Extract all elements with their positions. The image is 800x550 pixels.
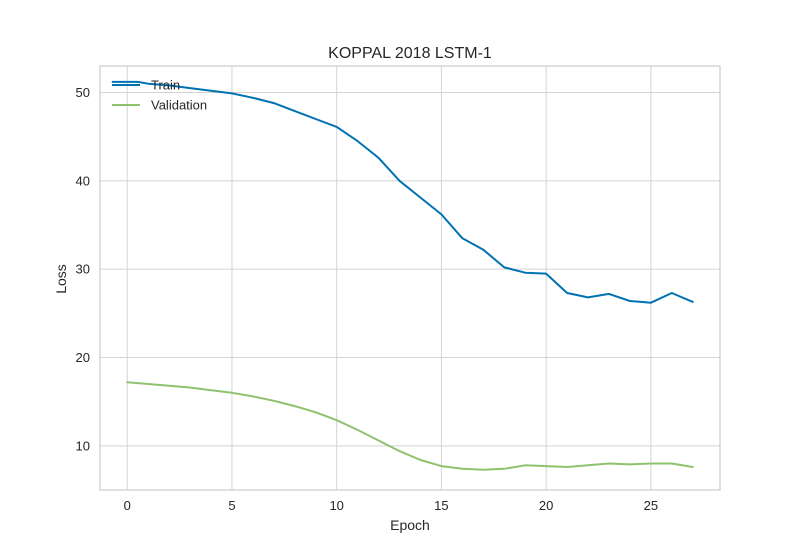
x-axis-label: Epoch xyxy=(390,517,430,533)
y-tick-label: 50 xyxy=(76,85,90,100)
series-line-train xyxy=(111,80,694,304)
series-line-validation xyxy=(126,381,694,471)
x-tick-label: 0 xyxy=(124,498,131,513)
legend-label-validation: Validation xyxy=(151,98,207,113)
y-tick-label: 30 xyxy=(76,262,90,277)
chart-title: KOPPAL 2018 LSTM-1 xyxy=(328,45,492,62)
y-tick-label: 20 xyxy=(76,350,90,365)
x-tick-label: 25 xyxy=(644,498,658,513)
y-axis-label: Loss xyxy=(53,264,69,294)
tick-labels: 0 5 10 15 20 25 10 20 30 40 50 xyxy=(76,85,659,513)
plot-frame xyxy=(99,65,721,491)
y-tick-label: 40 xyxy=(76,173,90,188)
legend-label-train: Train xyxy=(151,78,180,93)
x-tick-label: 20 xyxy=(539,498,553,513)
grid xyxy=(100,66,720,490)
x-tick-label: 5 xyxy=(228,498,235,513)
y-tick-label: 10 xyxy=(76,438,90,453)
x-tick-label: 15 xyxy=(434,498,448,513)
x-tick-label: 10 xyxy=(329,498,343,513)
legend: Train Validation xyxy=(112,78,207,113)
series-layer xyxy=(111,80,694,471)
